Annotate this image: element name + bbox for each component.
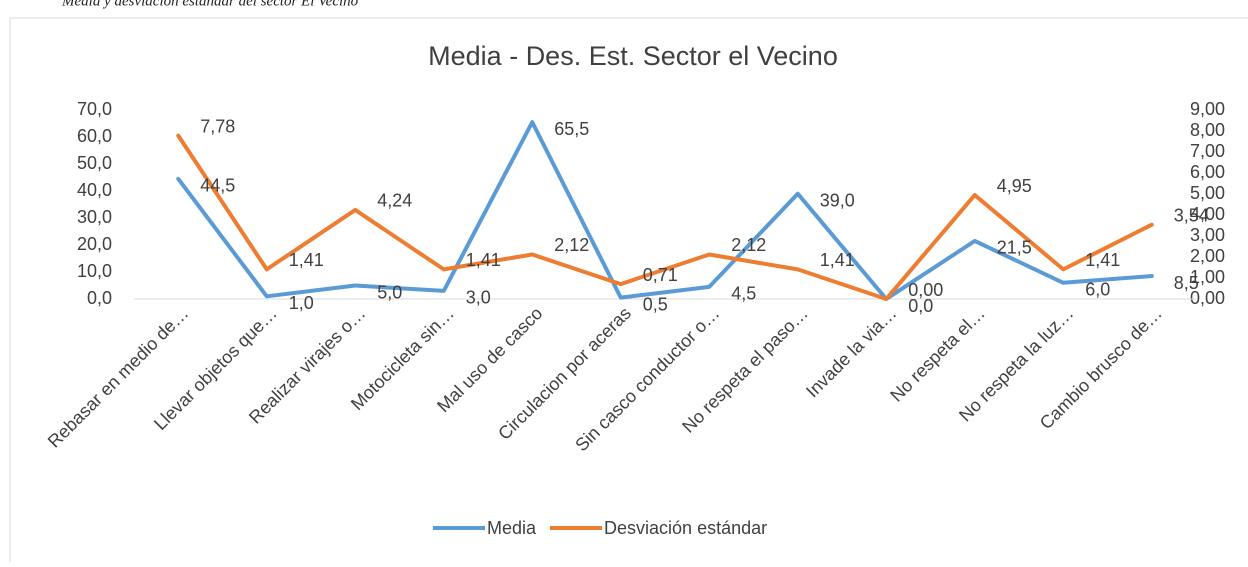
data-label: 7,78 <box>200 116 235 136</box>
y-tick-label: 20,0 <box>77 234 112 254</box>
data-label: 0,00 <box>908 280 943 300</box>
data-label: 44,5 <box>200 176 235 196</box>
data-label: 1,41 <box>466 250 501 270</box>
legend-label: Media <box>487 518 537 538</box>
data-label: 0,5 <box>643 294 668 314</box>
y2-tick-label: 7,00 <box>1190 141 1225 161</box>
data-label: 1,41 <box>820 250 855 270</box>
data-label: 8,5 <box>1174 273 1199 293</box>
data-label: 2,12 <box>731 235 766 255</box>
y-tick-label: 70,0 <box>77 99 112 119</box>
y2-tick-label: 8,00 <box>1190 120 1225 140</box>
data-label: 21,5 <box>997 238 1032 258</box>
data-label: 1,41 <box>289 250 324 270</box>
data-label: 3,54 <box>1174 205 1209 225</box>
y2-tick-label: 1,00 <box>1190 267 1225 287</box>
series-line <box>176 133 1154 301</box>
x-tick-label: Sin casco conductor o… <box>571 303 723 455</box>
y-tick-label: 40,0 <box>77 180 112 200</box>
data-label: 1,41 <box>1085 250 1120 270</box>
data-label: 0,0 <box>908 296 933 316</box>
y2-tick-label: 6,00 <box>1190 162 1225 182</box>
chart-border <box>9 17 1248 567</box>
data-label: 1,0 <box>289 293 314 313</box>
y-tick-label: 0,0 <box>87 288 112 308</box>
series-line <box>176 120 1154 301</box>
y-tick-label: 30,0 <box>77 207 112 227</box>
x-tick-label: Rebasar en medio de… <box>44 303 193 452</box>
y2-tick-label: 9,00 <box>1190 99 1225 119</box>
y-tick-label: 10,0 <box>77 261 112 281</box>
y2-tick-label: 4,00 <box>1190 204 1225 224</box>
y-tick-label: 50,0 <box>77 153 112 173</box>
data-label: 39,0 <box>820 190 855 210</box>
data-label: 6,0 <box>1085 280 1110 300</box>
data-label: 4,5 <box>731 284 756 304</box>
data-label: 2,12 <box>554 235 589 255</box>
data-label: 5,0 <box>377 282 402 302</box>
y2-tick-label: 3,00 <box>1190 225 1225 245</box>
x-tick-label: Invade la via… <box>802 303 900 401</box>
legend-label: Desviación estándar <box>604 518 767 538</box>
caption: Media y desviación estándar del sector E… <box>61 0 359 9</box>
data-label: 4,95 <box>997 176 1032 196</box>
data-label: 65,5 <box>554 119 589 139</box>
y2-tick-label: 0,00 <box>1190 288 1225 308</box>
data-label: 0,71 <box>643 265 678 285</box>
y-tick-label: 60,0 <box>77 126 112 146</box>
x-tick-label: No respeta el… <box>886 303 989 406</box>
y2-tick-label: 5,00 <box>1190 183 1225 203</box>
chart-title: Media - Des. Est. Sector el Vecino <box>428 41 838 71</box>
data-label: 4,24 <box>377 191 412 211</box>
data-label: 3,0 <box>466 288 491 308</box>
y2-tick-label: 2,00 <box>1190 246 1225 266</box>
